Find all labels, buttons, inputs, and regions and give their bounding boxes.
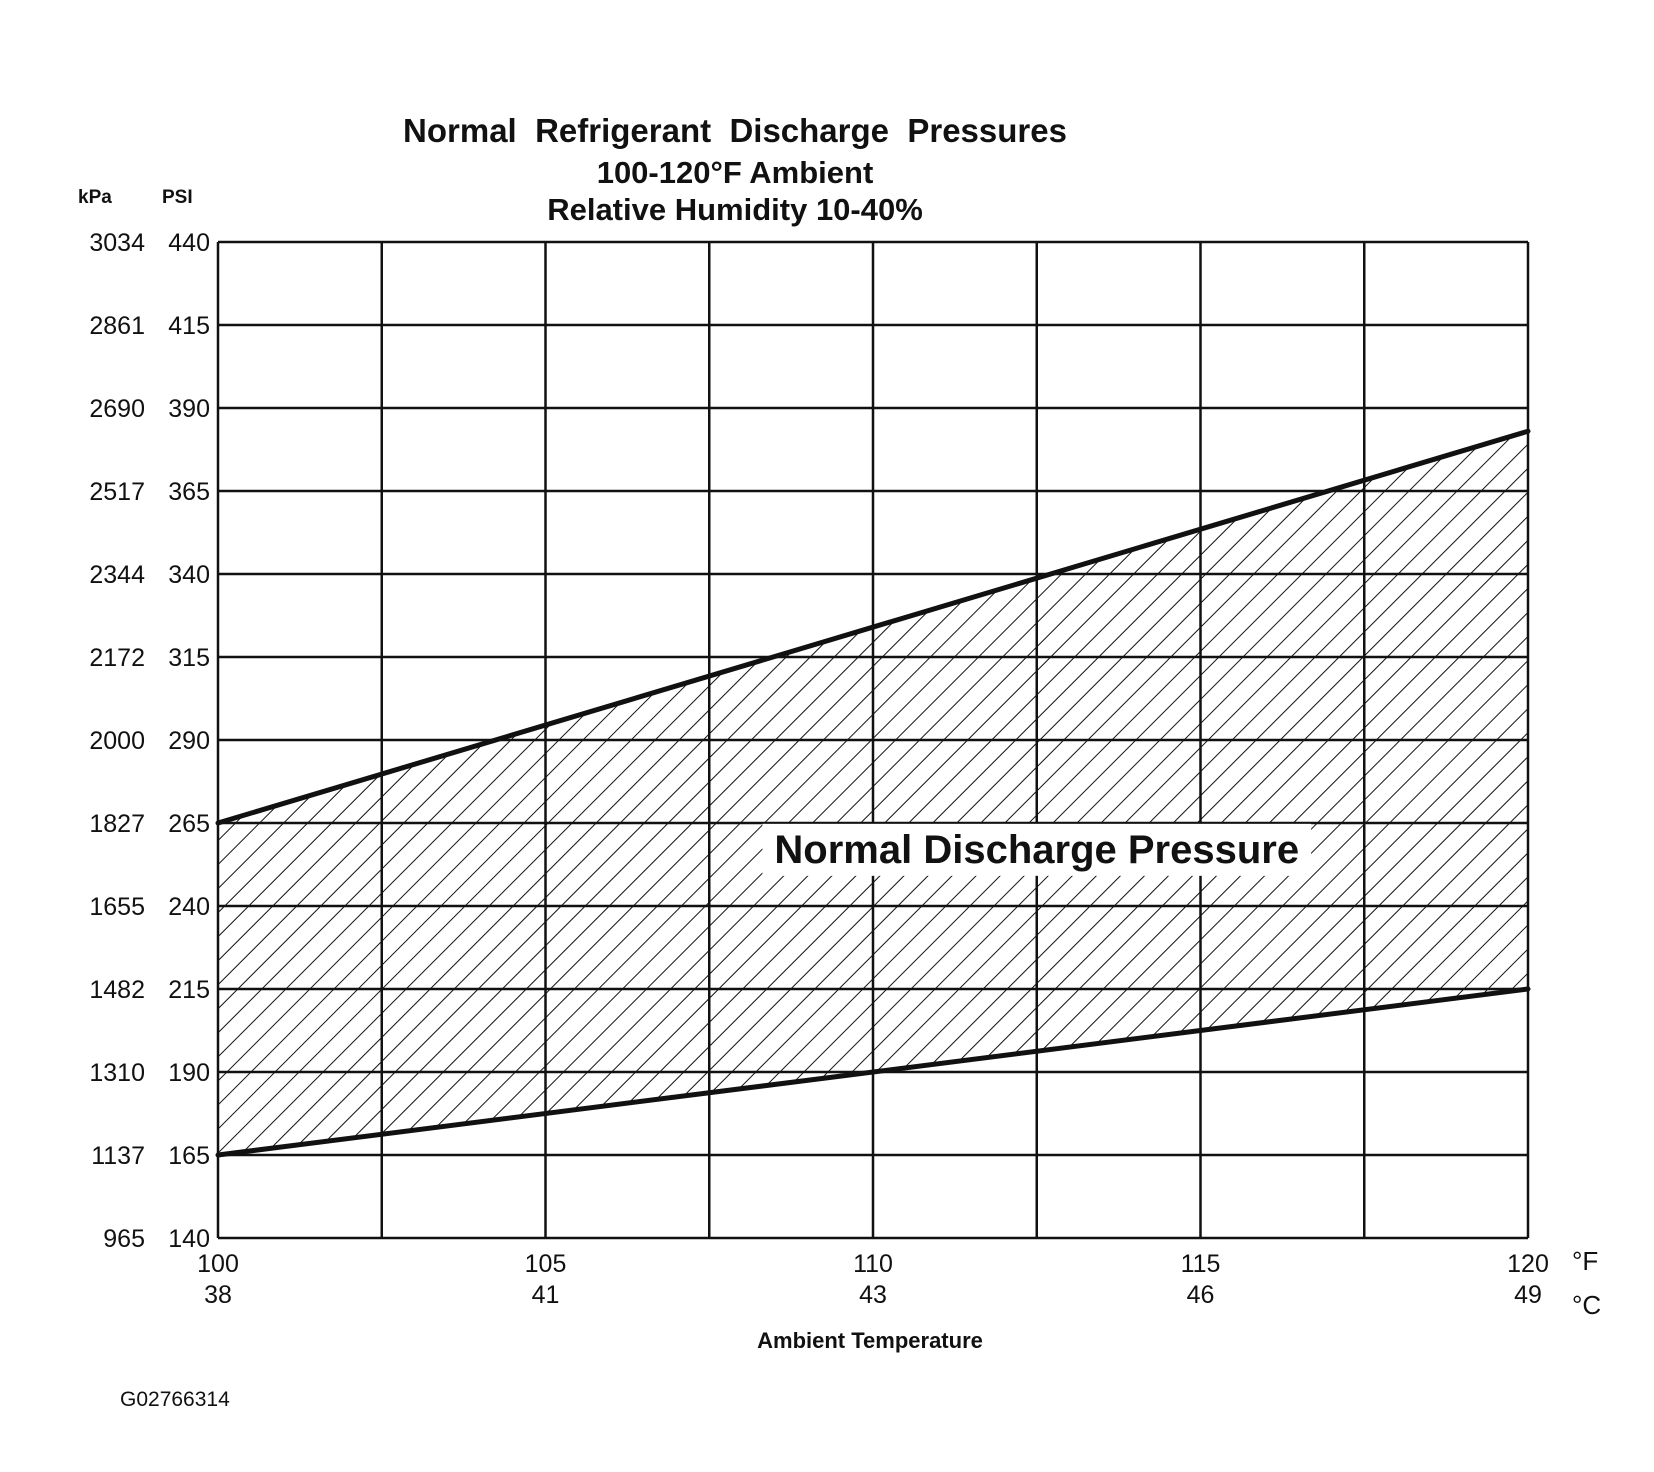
y-tick-label-psi: 215 bbox=[168, 976, 210, 1004]
x-tick-label-f: 115 bbox=[1181, 1250, 1221, 1278]
y-tick-label-psi: 265 bbox=[168, 810, 210, 838]
y-tick-label-psi: 240 bbox=[168, 893, 210, 921]
x-unit-fahrenheit: °F bbox=[1572, 1246, 1598, 1276]
y-tick-label-kpa: 2000 bbox=[89, 727, 145, 755]
y-tick-label-psi: 290 bbox=[168, 727, 210, 755]
y-unit-psi: PSI bbox=[162, 187, 193, 208]
x-tick-label-c: 38 bbox=[204, 1281, 232, 1309]
x-tick-label-c: 43 bbox=[859, 1281, 887, 1309]
y-tick-label-psi: 390 bbox=[168, 395, 210, 423]
figure-id: G02766314 bbox=[120, 1388, 230, 1411]
y-tick-label-kpa: 965 bbox=[103, 1225, 145, 1253]
y-tick-label-psi: 365 bbox=[168, 478, 210, 506]
pressure-limit-lines bbox=[215, 428, 1531, 1158]
y-tick-label-psi: 140 bbox=[168, 1225, 210, 1253]
chart-title: Normal Refrigerant Discharge Pressures bbox=[403, 112, 1067, 149]
y-tick-label-kpa: 1482 bbox=[89, 976, 145, 1004]
y-tick-label-kpa: 1655 bbox=[89, 893, 145, 921]
y-tick-label-kpa: 2344 bbox=[89, 561, 145, 589]
y-tick-label-psi: 440 bbox=[168, 229, 210, 257]
x-tick-label-c: 41 bbox=[532, 1281, 560, 1309]
y-tick-label-kpa: 1310 bbox=[89, 1059, 145, 1087]
y-tick-label-kpa: 3034 bbox=[89, 229, 145, 257]
x-tick-label-c: 46 bbox=[1187, 1281, 1215, 1309]
y-tick-label-psi: 415 bbox=[168, 312, 210, 340]
x-tick-label-f: 100 bbox=[197, 1250, 239, 1278]
y-tick-label-kpa: 2517 bbox=[89, 478, 145, 506]
y-tick-labels: 3034 440 2861 415 2690 390 2517 365 2344 340 2172 3… bbox=[89, 229, 210, 1253]
x-tick-label-f: 110 bbox=[853, 1250, 893, 1278]
band-label-background bbox=[762, 823, 1312, 876]
y-tick-label-kpa: 1137 bbox=[91, 1142, 145, 1170]
chart-grid bbox=[216, 240, 1530, 1240]
y-unit-kpa: kPa bbox=[78, 187, 112, 208]
y-tick-label-kpa: 2172 bbox=[89, 644, 145, 672]
chart-subtitle-line-1: 100-120°F Ambient bbox=[597, 155, 874, 190]
y-tick-label-psi: 340 bbox=[168, 561, 210, 589]
y-tick-label-psi: 165 bbox=[168, 1142, 210, 1170]
x-tick-labels: 100 38 105 41 110 43 115 46 120 49 bbox=[197, 1250, 1549, 1309]
x-unit-celsius: °C bbox=[1572, 1290, 1601, 1320]
y-tick-label-kpa: 2861 bbox=[89, 312, 145, 340]
y-tick-label-kpa: 1827 bbox=[89, 810, 145, 838]
upper-limit-line bbox=[215, 428, 1531, 826]
y-tick-label-psi: 190 bbox=[168, 1059, 210, 1087]
x-tick-label-c: 49 bbox=[1514, 1281, 1542, 1309]
x-tick-label-f: 120 bbox=[1507, 1250, 1549, 1278]
chart-subtitle-line-2: Relative Humidity 10-40% bbox=[547, 192, 923, 227]
x-tick-label-f: 105 bbox=[525, 1250, 567, 1278]
lower-limit-line bbox=[215, 986, 1531, 1158]
x-axis-title: Ambient Temperature bbox=[757, 1328, 983, 1353]
y-tick-label-psi: 315 bbox=[168, 644, 210, 672]
band-label: Normal Discharge Pressure bbox=[774, 828, 1299, 872]
y-tick-label-kpa: 2690 bbox=[89, 395, 145, 423]
